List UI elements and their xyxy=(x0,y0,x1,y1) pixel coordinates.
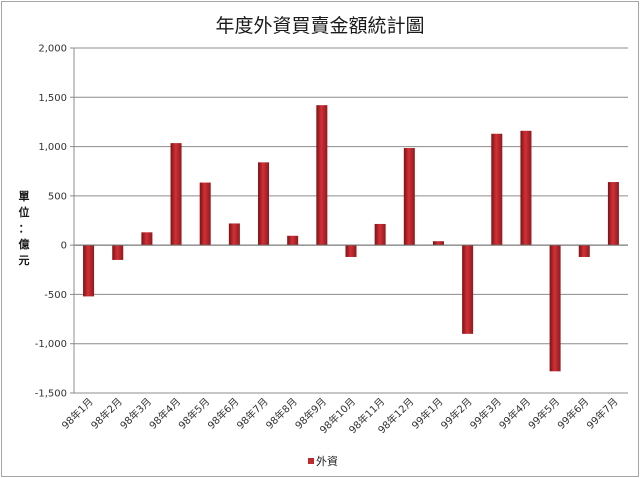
x-tick-label: 99年1月 xyxy=(409,395,446,432)
bar-16 xyxy=(520,130,532,246)
chart-title: 年度外資買賣金額統計圖 xyxy=(215,15,424,37)
x-tick-label: 99年4月 xyxy=(496,395,533,432)
x-tick-label: 98年1月 xyxy=(59,395,96,432)
bar-19 xyxy=(607,182,619,246)
x-tick-label: 99年6月 xyxy=(555,395,592,432)
x-tick-label: 99年2月 xyxy=(438,395,475,432)
y-tick-label: -1,000 xyxy=(35,339,67,350)
bar-6 xyxy=(228,223,240,246)
x-tick-label: 99年5月 xyxy=(525,395,562,432)
x-tick-label: 99年7月 xyxy=(584,395,621,432)
y-tick-label: 1,500 xyxy=(38,93,67,104)
bar-12 xyxy=(403,148,415,246)
bar-9 xyxy=(316,105,328,246)
bar-4 xyxy=(170,143,182,246)
bar-3 xyxy=(141,232,153,246)
y-tick-label: 2,000 xyxy=(38,44,67,55)
y-axis-label-char: 元 xyxy=(19,254,30,267)
bar-8 xyxy=(287,235,299,246)
x-tick-label: 98年4月 xyxy=(146,395,183,432)
x-axis-ticks: 98年1月98年2月98年3月98年4月98年5月98年6月98年7月98年8月… xyxy=(59,395,621,436)
y-tick-label: 500 xyxy=(48,191,67,202)
bar-15 xyxy=(491,133,503,246)
y-axis-ticks: 2,000 1,500 1,000 500 0 -500 -1,000 -1,500 xyxy=(35,44,67,400)
x-tick-label: 98年5月 xyxy=(175,395,212,432)
bar-18 xyxy=(578,245,590,257)
x-tick-label: 98年3月 xyxy=(117,395,154,432)
y-tick-label: 0 xyxy=(61,241,67,252)
bar-14 xyxy=(462,245,474,334)
bar-5 xyxy=(199,182,211,246)
bar-17 xyxy=(549,245,561,372)
y-axis-label: 單位 ： 億元 xyxy=(19,190,30,267)
bar-1 xyxy=(83,245,95,297)
y-tick-label: 1,000 xyxy=(38,142,67,153)
x-tick-label: 99年3月 xyxy=(467,395,504,432)
x-tick-label: 98年7月 xyxy=(234,395,271,432)
legend-swatch xyxy=(308,458,314,464)
y-tick-label: -500 xyxy=(44,290,67,301)
legend-label-foreign-investors: 外資 xyxy=(316,455,338,468)
y-axis-label-char: 位 xyxy=(19,205,30,219)
y-axis-label-char: ： xyxy=(19,222,30,235)
x-tick-label: 98年8月 xyxy=(263,395,300,432)
y-axis-label-char: 億 xyxy=(19,237,30,251)
x-tick-label: 98年6月 xyxy=(205,395,242,432)
bar-11 xyxy=(374,223,386,246)
bar-2 xyxy=(112,245,124,260)
bar-10 xyxy=(345,245,357,257)
y-axis-label-char: 單 xyxy=(19,190,30,203)
y-tick-label: -1,500 xyxy=(35,389,67,400)
bar-13 xyxy=(432,241,444,246)
x-tick-label: 98年2月 xyxy=(88,395,125,432)
legend: 外資 xyxy=(308,455,338,468)
bar-7 xyxy=(258,162,270,246)
gridlines xyxy=(70,47,628,394)
bars xyxy=(74,105,628,372)
